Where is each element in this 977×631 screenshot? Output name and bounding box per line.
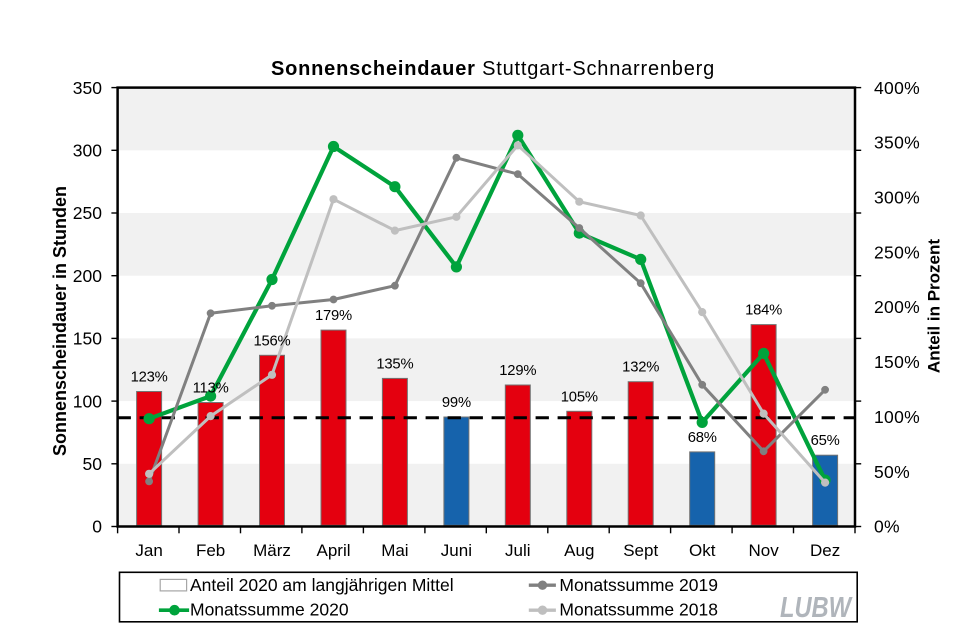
- svg-text:Monatssumme 2019: Monatssumme 2019: [559, 575, 718, 595]
- svg-text:65%: 65%: [811, 433, 840, 449]
- svg-text:März: März: [253, 541, 291, 560]
- svg-text:105%: 105%: [561, 389, 598, 405]
- svg-text:350%: 350%: [874, 133, 920, 153]
- svg-text:Okt: Okt: [689, 541, 716, 560]
- svg-text:250%: 250%: [874, 242, 920, 262]
- svg-text:Aug: Aug: [564, 541, 594, 560]
- svg-text:99%: 99%: [442, 395, 471, 411]
- svg-text:123%: 123%: [131, 370, 168, 386]
- svg-text:113%: 113%: [193, 381, 229, 397]
- svg-text:68%: 68%: [688, 430, 717, 446]
- svg-text:Anteil in Prozent: Anteil in Prozent: [925, 239, 944, 373]
- svg-text:Monatssumme 2020: Monatssumme 2020: [190, 600, 349, 620]
- svg-text:Nov: Nov: [748, 541, 779, 560]
- svg-text:Juni: Juni: [441, 541, 472, 560]
- svg-text:Feb: Feb: [196, 541, 225, 560]
- svg-text:200: 200: [73, 266, 102, 286]
- svg-text:Jan: Jan: [135, 541, 162, 560]
- svg-text:100%: 100%: [874, 407, 920, 427]
- svg-text:250: 250: [73, 203, 102, 223]
- svg-text:150: 150: [73, 329, 102, 349]
- svg-text:200%: 200%: [874, 297, 920, 317]
- svg-text:179%: 179%: [315, 308, 352, 324]
- svg-text:0%: 0%: [874, 517, 900, 537]
- svg-text:132%: 132%: [622, 360, 659, 376]
- svg-text:Monatssumme 2018: Monatssumme 2018: [559, 600, 718, 620]
- svg-text:Juli: Juli: [505, 541, 531, 560]
- svg-text:LUBW: LUBW: [780, 592, 853, 624]
- svg-text:April: April: [316, 541, 350, 560]
- svg-text:50: 50: [83, 454, 103, 474]
- svg-text:Sept: Sept: [623, 541, 658, 560]
- svg-text:Mai: Mai: [381, 541, 408, 560]
- svg-text:300: 300: [73, 141, 102, 161]
- svg-text:135%: 135%: [376, 356, 413, 372]
- svg-text:Sonnenscheindauer in Stunden: Sonnenscheindauer in Stunden: [50, 186, 70, 456]
- svg-text:Sonnenscheindauer Stuttgart-Sc: Sonnenscheindauer Stuttgart-Schnarrenber…: [271, 58, 715, 80]
- svg-text:50%: 50%: [874, 462, 910, 482]
- svg-text:350: 350: [73, 78, 102, 98]
- svg-text:150%: 150%: [874, 352, 920, 372]
- svg-text:Anteil 2020 am langjährigen Mi: Anteil 2020 am langjährigen Mittel: [190, 575, 454, 595]
- svg-text:156%: 156%: [253, 333, 290, 349]
- svg-text:Dez: Dez: [810, 541, 840, 560]
- svg-text:184%: 184%: [745, 303, 782, 319]
- svg-text:400%: 400%: [874, 78, 920, 98]
- svg-text:300%: 300%: [874, 188, 920, 208]
- svg-text:0: 0: [92, 517, 102, 537]
- svg-text:129%: 129%: [499, 363, 536, 379]
- svg-text:100: 100: [73, 391, 102, 411]
